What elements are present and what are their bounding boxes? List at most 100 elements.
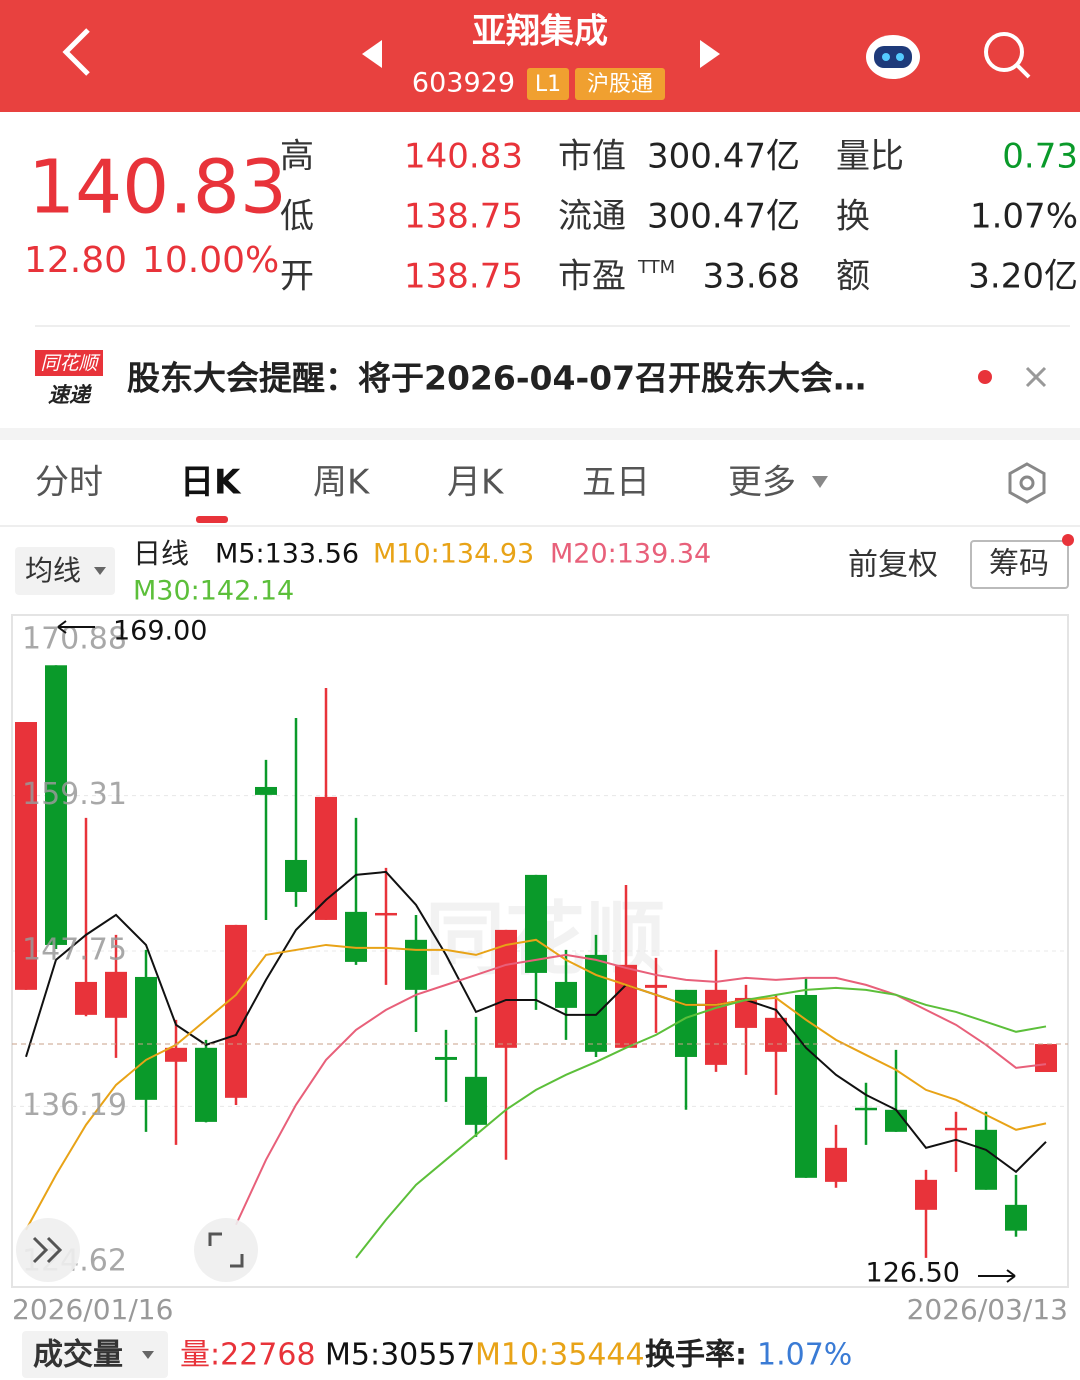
candle-body (855, 1107, 877, 1111)
candle-body (195, 1047, 217, 1122)
candle-body (75, 981, 97, 1015)
annotation-arrow (57, 620, 95, 634)
x-tick-label: 2026/01/16 (12, 1293, 173, 1326)
quote-value: 1.07% (970, 197, 1078, 237)
ma-line (25, 870, 1047, 1174)
change-pct: 10.00% (142, 240, 279, 281)
candle-body (345, 911, 367, 962)
tab-indicator (196, 516, 228, 523)
chips-button[interactable] (970, 540, 1069, 589)
change: 12.80 (24, 240, 127, 281)
back-button[interactable] (62, 28, 90, 76)
plot: 170.88159.31147.75136.19124.62169.00126.… (12, 616, 1068, 1289)
ma-button-text: 均线 (25, 554, 81, 587)
quote-label: 市值 (558, 137, 626, 177)
candle-body (705, 989, 727, 1065)
candle-body (975, 1129, 997, 1190)
prev-stock[interactable] (362, 40, 382, 68)
stock-name: 亚翔集成 (472, 12, 608, 52)
close-notice[interactable] (1025, 366, 1047, 388)
candle-body (765, 1017, 787, 1052)
tab[interactable]: 周K (313, 463, 371, 503)
turnover-value: 1.07% (757, 1338, 852, 1373)
quote-value: 33.68 (703, 257, 800, 297)
candle-body (255, 786, 277, 795)
tab[interactable]: 五日 (582, 463, 650, 503)
candle-body (315, 796, 337, 920)
notice[interactable]: 同花顺 速递 股东大会提醒：将于2026-04-07召开股东大会… (35, 350, 992, 407)
candle-body (45, 665, 67, 945)
y-tick-label: 147.75 (22, 933, 127, 968)
tab[interactable]: 月K (447, 463, 505, 503)
candle-body (795, 994, 817, 1178)
adjust-button[interactable]: 前复权 (848, 548, 938, 583)
candle-body (225, 924, 247, 1098)
chips-text: 筹码 (989, 547, 1049, 582)
candle-body (15, 722, 37, 990)
quote-label: 量比 (836, 137, 904, 177)
expand-button[interactable] (194, 1218, 258, 1282)
logo-text: 同花顺 (40, 353, 100, 375)
x-tick-label: 2026/03/13 (907, 1293, 1068, 1326)
ma-line (235, 953, 1047, 1226)
dropdown-arrow (142, 1351, 154, 1359)
legend-entry: M20:139.34 (550, 539, 711, 570)
candle-body (135, 976, 157, 1100)
quote-value: 138.75 (404, 257, 523, 297)
candle-body (735, 997, 757, 1028)
legend-entry: M10:134.93 (373, 539, 534, 570)
candle-body (105, 971, 127, 1018)
scroll-button[interactable] (16, 1218, 80, 1282)
quote-value: 300.47亿 (647, 137, 800, 177)
volume-button-text: 成交量 (33, 1338, 123, 1373)
ma-button[interactable] (15, 547, 115, 595)
candle-body (915, 1179, 937, 1210)
quote-value: 138.75 (404, 197, 523, 237)
quote-label: 流通 (558, 197, 626, 237)
quote-label: 高 (280, 137, 314, 177)
quote-value: 0.73 (1002, 137, 1078, 177)
robot-icon[interactable] (866, 35, 920, 79)
dropdown-arrow (94, 567, 106, 575)
notice-text: 股东大会提醒：将于2026-04-07召开股东大会… (127, 359, 866, 398)
unread-dot (978, 370, 992, 384)
logo-box (35, 350, 103, 376)
turnover-label: 换手率: (645, 1338, 747, 1373)
ma-line (25, 938, 1047, 1231)
period-label: 日线 (133, 537, 189, 570)
candle-body (285, 859, 307, 892)
tab[interactable]: 分时 (35, 463, 103, 503)
candle-body (945, 1127, 967, 1131)
volume-button[interactable] (22, 1331, 168, 1378)
candle-body (615, 964, 637, 1048)
candle-body (525, 874, 547, 973)
chips-dot (1062, 534, 1074, 546)
volume-item: 量:22768 (180, 1338, 316, 1373)
candle-body (675, 989, 697, 1057)
candle-body (495, 929, 517, 1048)
quote-label-suffix: TTM (637, 257, 675, 278)
quote-label: 低 (280, 197, 314, 237)
y-tick-label: 136.19 (22, 1088, 127, 1123)
badge-text: 沪股通 (587, 72, 653, 97)
quote-value: 140.83 (404, 137, 523, 177)
settings-icon[interactable] (1008, 462, 1046, 504)
badge-text: L1 (535, 72, 561, 97)
candle-body (435, 1056, 457, 1060)
candle-body (405, 939, 427, 990)
annotation: 169.00 (113, 616, 207, 647)
quote-value: 3.20亿 (968, 257, 1078, 297)
next-stock[interactable] (700, 40, 720, 68)
badge (527, 68, 569, 100)
dropdown-arrow (812, 476, 828, 488)
tab[interactable]: 更多 (728, 463, 796, 503)
quote-value: 300.47亿 (647, 197, 800, 237)
annotation-arrow (978, 1269, 1016, 1283)
candle-body (375, 912, 397, 916)
tab[interactable]: 日K (180, 463, 242, 503)
search-icon[interactable] (984, 32, 1031, 79)
ma-line (355, 986, 1047, 1259)
quote-label: 额 (836, 257, 870, 297)
